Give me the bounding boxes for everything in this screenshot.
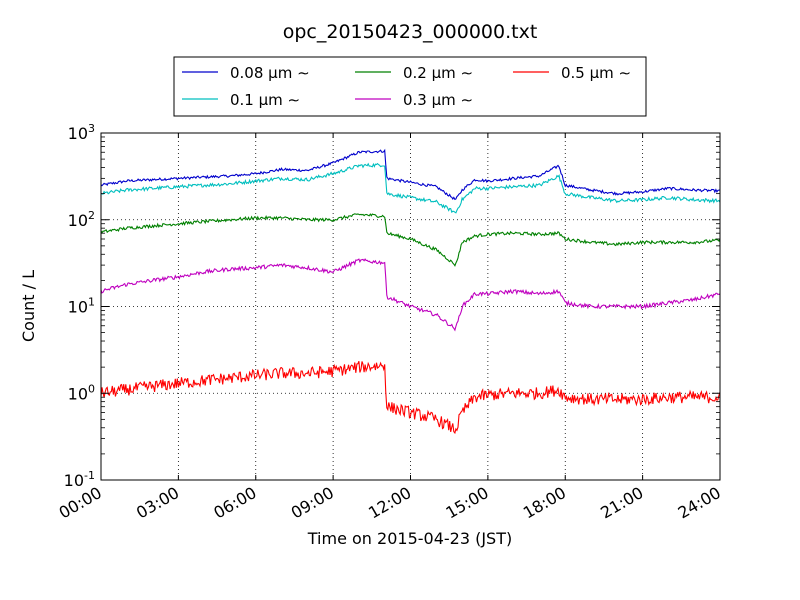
legend-frame [173, 56, 647, 117]
x-tick-label: 12:00 [365, 483, 414, 523]
y-tick-label: 102 [68, 209, 95, 230]
legend-label: 0.5 μm ∼ [561, 64, 631, 82]
y-tick-label: 101 [68, 296, 95, 317]
x-axis-ticks: 00:00 03:00 06:00 09:00 12:00 15:00 18:00 21:00… [56, 133, 724, 523]
series-layer [100, 148, 721, 435]
legend-label: 0.1 μm ∼ [230, 91, 300, 109]
series-line-0 [100, 148, 721, 201]
series-line-3 [100, 258, 721, 332]
series-line-2 [100, 213, 721, 267]
x-tick-label: 15:00 [442, 483, 491, 523]
x-tick-label: 03:00 [133, 483, 182, 523]
y-axis-ticks: 10-1 100 101 102 103 [64, 122, 720, 490]
x-tick-label: 21:00 [597, 483, 646, 523]
series-line-4 [100, 361, 721, 435]
x-axis-label: Time on 2015-04-23 (JST) [307, 529, 512, 548]
y-axis-label: Count / L [19, 270, 38, 342]
legend-label: 0.3 μm ∼ [403, 91, 473, 109]
x-tick-label: 24:00 [675, 483, 724, 523]
x-tick-label: 06:00 [210, 483, 259, 523]
legend-label: 0.2 μm ∼ [403, 64, 473, 82]
series-line-1 [100, 162, 721, 214]
y-tick-label: 10-1 [64, 469, 95, 490]
legend: 0.08 μm ∼ 0.1 μm ∼ 0.2 μm ∼ 0.3 μm ∼ 0.5 μm … [173, 56, 647, 117]
y-tick-label: 103 [68, 122, 95, 143]
chart-title: opc_20150423_000000.txt [283, 21, 538, 43]
y-tick-label: 100 [68, 382, 95, 403]
x-tick-label: 09:00 [288, 483, 337, 523]
legend-label: 0.08 μm ∼ [230, 64, 310, 82]
x-tick-label: 18:00 [520, 483, 569, 523]
